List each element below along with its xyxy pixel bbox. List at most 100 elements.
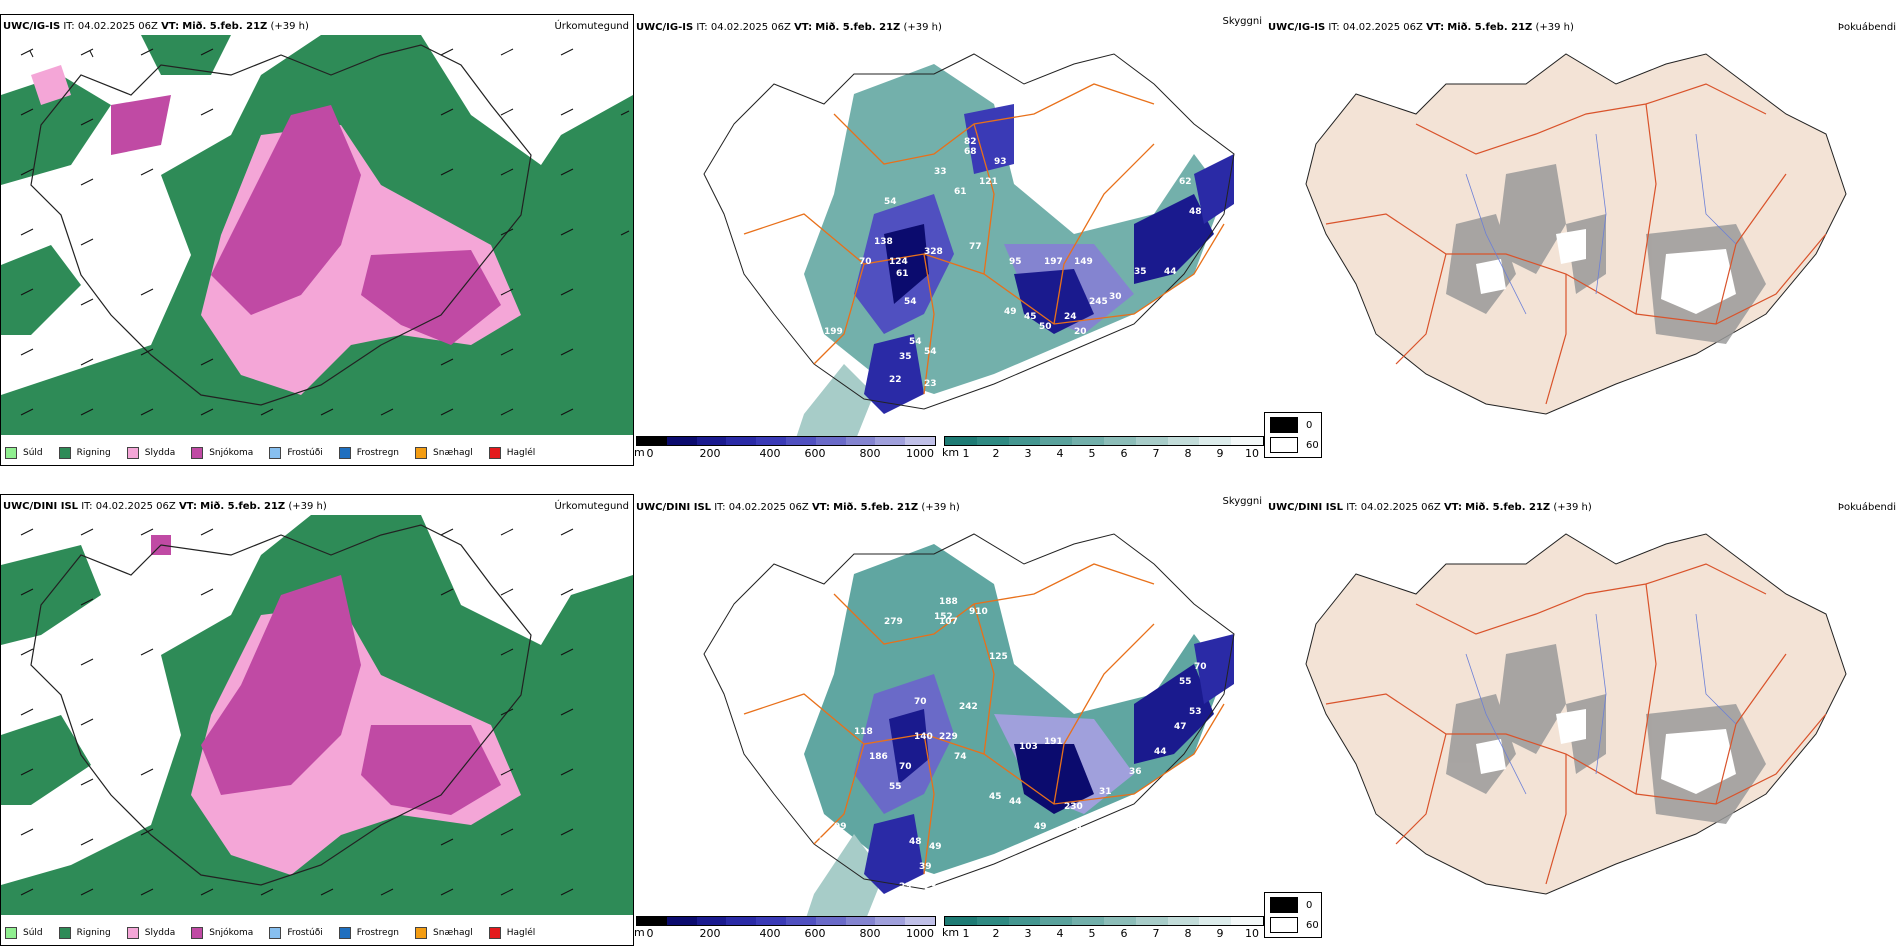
- cloud-base-value: 118: [854, 727, 873, 737]
- fog-panel-2: UWC/DINI ISL IT: 04.02.2025 06Z VT: Mið.…: [1266, 494, 1900, 944]
- cloud-base-value: 75: [819, 837, 832, 847]
- legend-swatch: [58, 447, 71, 459]
- tick-label: 7: [1152, 927, 1160, 940]
- legend-item: Snæhagl: [415, 447, 473, 459]
- colorbar-segment: [945, 917, 977, 925]
- legend-swatch: [269, 927, 282, 939]
- cloud-base-value: 65: [659, 632, 672, 642]
- field-name: Skyggni: [1222, 496, 1262, 507]
- legend-item: Frostúði: [269, 927, 323, 939]
- legend-swatch: [5, 927, 17, 939]
- colorbar-ticks: 1 2 3 4 5 6 7 8 9 10: [944, 446, 1264, 460]
- cloud-base-value: 48: [909, 837, 922, 847]
- legend-label: 60: [1306, 919, 1319, 931]
- tick-label: 10: [1245, 447, 1259, 460]
- cloud-base-value: 62: [1179, 177, 1192, 187]
- legend-item: Rigning: [58, 447, 111, 459]
- cloud-base-value: 24: [1064, 312, 1077, 322]
- legend-item: Haglél: [488, 447, 535, 459]
- cloud-base-value: 31: [1099, 787, 1112, 797]
- cloud-base-value: 23: [899, 882, 912, 892]
- cloud-base-value: 49: [929, 842, 942, 852]
- visibility-colorbar: 1 2 3 4 5 6 7 8 9 10 km: [942, 916, 1264, 940]
- cloud-base-value: 54: [909, 337, 922, 347]
- cloud-base-labels: 124 68 121 33 93 82 61 54 62 48 138 328 77 70 124 61 95 1…: [794, 67, 1202, 389]
- cloud-base-value: 49: [1034, 822, 1047, 832]
- legend-label: 60: [1306, 439, 1319, 451]
- colorbar-segment: [1167, 437, 1200, 445]
- tick-label: 5: [1088, 927, 1096, 940]
- tick-label: 200: [699, 447, 721, 460]
- tick-label: 9: [1216, 447, 1224, 460]
- legend-swatch: [488, 447, 501, 459]
- legend-item: Slydda: [126, 927, 175, 939]
- cloud-base-value: 70: [859, 257, 872, 267]
- tick-label: 10: [1245, 927, 1259, 940]
- colorbar-segment: [785, 917, 816, 925]
- colorbar-bar: [944, 916, 1264, 926]
- colorbar-ticks: 0 200 400 600 800 1000: [636, 446, 936, 460]
- cloud-base-value: 182: [809, 342, 828, 352]
- cloud-base-value: 30: [1109, 292, 1122, 302]
- cloud-base-value: 95: [1009, 257, 1022, 267]
- cloud-base-value: 35: [1134, 267, 1147, 277]
- legend-swatch: [269, 447, 282, 459]
- tick-label: 6: [1120, 927, 1128, 940]
- cloud-base-value: 44: [1154, 747, 1167, 757]
- colorbar-segment: [815, 437, 846, 445]
- tick-label: 5: [1088, 447, 1096, 460]
- cloud-base-value: 124: [889, 257, 908, 267]
- cloud-base-value: 242: [959, 702, 978, 712]
- colorbar-segment: [696, 917, 727, 925]
- cloud-base-value: 36: [1129, 767, 1142, 777]
- tick-label: 8: [1184, 447, 1192, 460]
- tick-label: 3: [1024, 927, 1032, 940]
- colorbar-segment: [637, 437, 667, 445]
- cloud-base-value: 70: [914, 697, 927, 707]
- cloud-base-value: 23: [924, 882, 937, 892]
- colorbar-segment: [1199, 437, 1232, 445]
- tick-label: 0: [646, 927, 654, 940]
- colorbar-segment: [666, 437, 697, 445]
- colorbar-unit: m: [634, 926, 645, 939]
- colorbar-segment: [875, 437, 906, 445]
- panel-title: UWC/DINI ISL IT: 04.02.2025 06Z VT: Mið.…: [636, 502, 960, 513]
- legend-swatch: [415, 927, 428, 939]
- colorbar-unit: m: [634, 446, 645, 459]
- cloud-base-value: 70: [1194, 662, 1207, 672]
- field-name: Skyggni: [1222, 16, 1262, 27]
- cloud-base-colorbar: 0 200 400 600 800 1000 m: [634, 436, 936, 460]
- cloud-base-value: 74: [954, 752, 967, 762]
- tick-label: 600: [804, 447, 826, 460]
- fog-map-1: [1305, 53, 1847, 415]
- colorbar-segment: [1199, 917, 1232, 925]
- legend-label: 0: [1306, 419, 1313, 431]
- precip-type-panel-2: UWC/DINI ISL IT: 04.02.2025 06Z VT: Mið.…: [0, 494, 634, 946]
- precip-map-1: [1, 15, 633, 465]
- cloud-base-value: 45: [1024, 312, 1037, 322]
- legend-item: Súld: [5, 927, 43, 939]
- colorbar-ticks: 1 2 3 4 5 6 7 8 9 10: [944, 926, 1264, 940]
- cloud-base-value: 149: [1074, 257, 1093, 267]
- legend-swatch: [1270, 437, 1298, 453]
- cloud-base-value: 54: [904, 297, 917, 307]
- cloud-base-value: 70: [899, 762, 912, 772]
- legend-swatch: [1270, 417, 1298, 433]
- panel-title: UWC/IG-IS IT: 04.02.2025 06Z VT: Mið. 5.…: [1268, 22, 1574, 33]
- cloud-base-value: 82: [964, 137, 977, 147]
- cloud-base-value: 910: [969, 607, 988, 617]
- tick-label: 400: [759, 447, 781, 460]
- colorbar-segment: [976, 917, 1009, 925]
- tick-label: 4: [1056, 927, 1064, 940]
- cloud-base-value: 44: [1164, 267, 1177, 277]
- legend-item: Frostregn: [338, 447, 399, 459]
- cloud-base-value: 283: [804, 547, 823, 557]
- colorbar-segment: [1040, 437, 1073, 445]
- cloud-base-value: 230: [1064, 802, 1083, 812]
- cloud-base-value: 138: [874, 237, 893, 247]
- cloud-base-value: 44: [1009, 797, 1022, 807]
- cloud-base-value: 33: [934, 167, 947, 177]
- panel-title: UWC/DINI ISL IT: 04.02.2025 06Z VT: Mið.…: [3, 501, 327, 512]
- precip-legend: Súld Rigning Slydda Snjókoma Frostúði Fr…: [5, 927, 535, 939]
- cloud-base-value: 22: [889, 375, 902, 385]
